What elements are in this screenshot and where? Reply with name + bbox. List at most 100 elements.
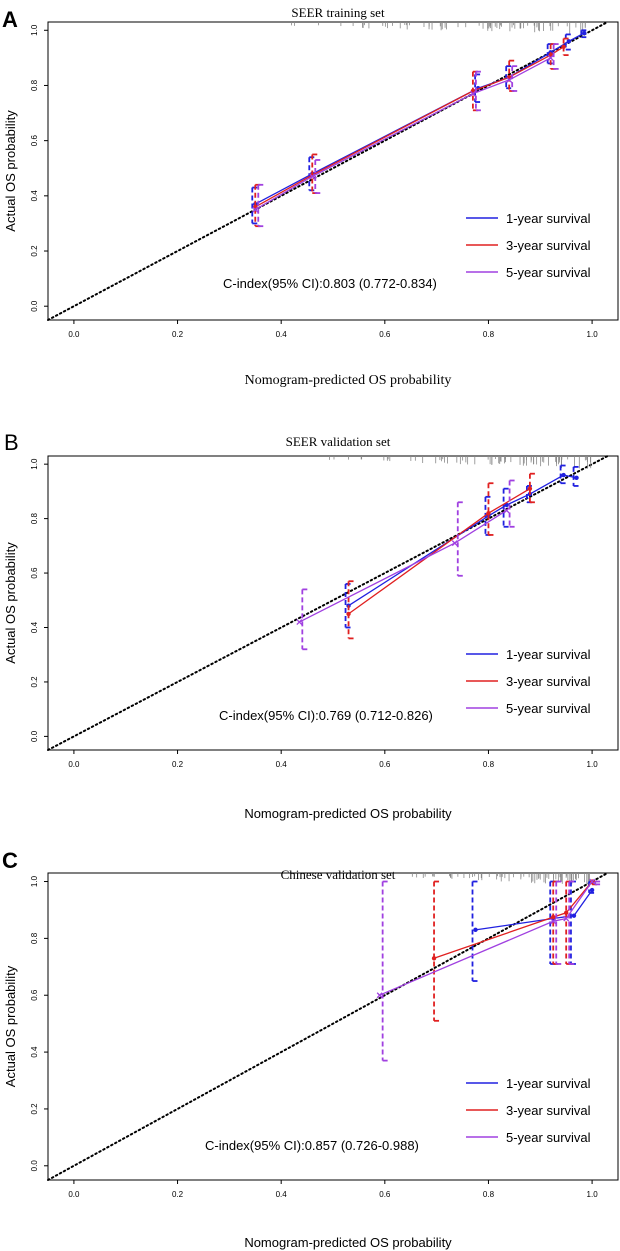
data-point <box>486 510 491 516</box>
y-tick-label: 1.0 <box>30 875 39 887</box>
y-tick-label: 0.4 <box>30 190 39 202</box>
calibration-line <box>475 889 593 931</box>
legend-label: 5-year survival <box>506 701 591 716</box>
data-point <box>451 540 458 547</box>
data-point <box>309 173 316 180</box>
x-tick-label: 0.6 <box>379 760 391 769</box>
x-tick-label: 0.2 <box>172 330 184 339</box>
panel-title: SEER validation set <box>286 434 391 449</box>
data-point <box>503 507 510 514</box>
data-point <box>563 910 569 915</box>
x-tick-label: 0.2 <box>172 1190 184 1199</box>
c-index-label: C-index(95% CI):0.769 (0.712-0.826) <box>219 708 433 723</box>
data-point <box>566 39 571 44</box>
calibration-line <box>379 881 593 996</box>
series-1-year <box>344 464 579 629</box>
series-3-year <box>253 37 569 228</box>
data-point <box>346 611 351 617</box>
predicted-distribution-rug <box>411 873 590 886</box>
y-tick-label: 0.0 <box>30 1160 39 1172</box>
y-tick-label: 0.0 <box>30 300 39 312</box>
data-point <box>582 30 587 36</box>
data-point <box>473 927 478 933</box>
legend-label: 1-year survival <box>506 647 591 662</box>
ideal-reference-line <box>47 21 609 321</box>
data-point <box>550 918 557 925</box>
data-point <box>296 619 303 626</box>
legend-label: 5-year survival <box>506 265 591 280</box>
x-axis-label: Nomogram-predicted OS probability <box>244 1235 452 1250</box>
data-point <box>561 44 566 50</box>
panel-title: SEER training set <box>291 5 385 20</box>
data-point <box>547 54 554 61</box>
series-5-year <box>296 479 515 651</box>
calibration-panel-a: A SEER training set 0.0 0.2 0.4 0.6 0.8 1.0 0.0 0… <box>2 5 619 388</box>
y-tick-label: 0.6 <box>30 567 39 579</box>
x-tick-label: 0.8 <box>483 1190 495 1199</box>
series-1-year <box>471 880 595 982</box>
legend-label: 3-year survival <box>506 238 591 253</box>
calibration-panel-b: B SEER validation set 0.0 0.2 0.4 0.6 0.8 1.0 0.… <box>3 430 619 821</box>
data-point <box>551 914 556 920</box>
calibration-panel-c: C Chinese validation set 0.0 0.2 0.4 0.6 0.8 1.… <box>2 848 619 1250</box>
x-tick-label: 0.8 <box>483 760 495 769</box>
legend: 1-year survival 3-year survival 5-year sur… <box>466 211 591 280</box>
data-point <box>469 90 476 97</box>
series-3-year <box>346 472 535 640</box>
y-tick-label: 0.8 <box>30 79 39 91</box>
x-tick-label: 0.0 <box>68 760 80 769</box>
x-tick-label: 0.4 <box>276 1190 288 1199</box>
x-axis-label: Nomogram-predicted OS probability <box>245 373 452 388</box>
series-5-year <box>252 43 559 228</box>
data-point <box>561 472 566 478</box>
data-point <box>589 887 595 893</box>
calibration-line <box>433 881 593 959</box>
panel-letter: B <box>4 430 19 455</box>
y-tick-label: 0.4 <box>30 1046 39 1058</box>
x-tick-label: 0.0 <box>68 330 80 339</box>
data-point <box>563 915 570 922</box>
legend-label: 1-year survival <box>506 211 591 226</box>
panel-letter: A <box>2 7 18 32</box>
y-axis-label: Actual OS probability <box>3 542 18 664</box>
predicted-distribution-rug <box>329 456 592 469</box>
y-tick-label: 0.0 <box>30 730 39 742</box>
data-point <box>527 486 533 491</box>
legend-label: 5-year survival <box>506 1130 591 1145</box>
y-tick-label: 0.4 <box>30 621 39 633</box>
x-tick-label: 0.8 <box>483 330 495 339</box>
x-tick-label: 0.0 <box>68 1190 80 1199</box>
x-tick-label: 1.0 <box>587 760 599 769</box>
y-tick-label: 1.0 <box>30 24 39 36</box>
y-tick-label: 0.6 <box>30 135 39 147</box>
data-point <box>571 913 577 918</box>
y-axis-label: Actual OS probability <box>3 110 18 232</box>
legend: 1-year survival 3-year survival 5-year sur… <box>466 1076 591 1145</box>
legend: 1-year survival 3-year survival 5-year sur… <box>466 647 591 716</box>
x-tick-label: 0.2 <box>172 760 184 769</box>
data-point <box>431 956 437 961</box>
data-point <box>376 992 383 999</box>
calibration-line <box>299 509 507 623</box>
predicted-distribution-rug <box>290 22 586 35</box>
x-tick-label: 1.0 <box>587 1190 599 1199</box>
panel-title: Chinese validation set <box>281 867 396 882</box>
calibration-line <box>348 474 577 607</box>
c-index-label: C-index(95% CI):0.857 (0.726-0.988) <box>205 1138 419 1153</box>
legend-label: 3-year survival <box>506 674 591 689</box>
y-tick-label: 0.6 <box>30 989 39 1001</box>
y-tick-label: 0.2 <box>30 245 39 257</box>
x-tick-label: 0.6 <box>379 1190 391 1199</box>
x-tick-label: 0.4 <box>276 760 288 769</box>
data-point <box>574 475 579 480</box>
data-point <box>589 878 596 885</box>
x-axis-label: Nomogram-predicted OS probability <box>244 806 452 821</box>
legend-label: 3-year survival <box>506 1103 591 1118</box>
x-tick-label: 0.6 <box>379 330 391 339</box>
plot-frame <box>47 21 619 321</box>
data-point <box>252 206 259 213</box>
plot-frame <box>47 455 619 751</box>
y-tick-label: 1.0 <box>30 458 39 470</box>
panel-letter: C <box>2 848 18 873</box>
